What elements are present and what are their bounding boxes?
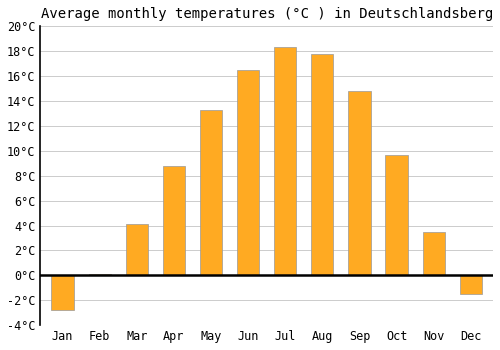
Bar (237, 70, 260, 275)
Bar (52, 275, 74, 310)
Bar (274, 48, 296, 275)
Bar (126, 224, 148, 275)
Title: Average monthly temperatures (°C ) in Deutschlandsberg: Average monthly temperatures (°C ) in De… (40, 7, 493, 21)
Bar (163, 166, 185, 275)
Bar (88, 274, 111, 275)
Bar (311, 54, 334, 275)
Bar (422, 232, 445, 275)
Bar (200, 110, 222, 275)
Bar (348, 91, 370, 275)
Bar (386, 155, 407, 275)
Bar (460, 275, 482, 294)
